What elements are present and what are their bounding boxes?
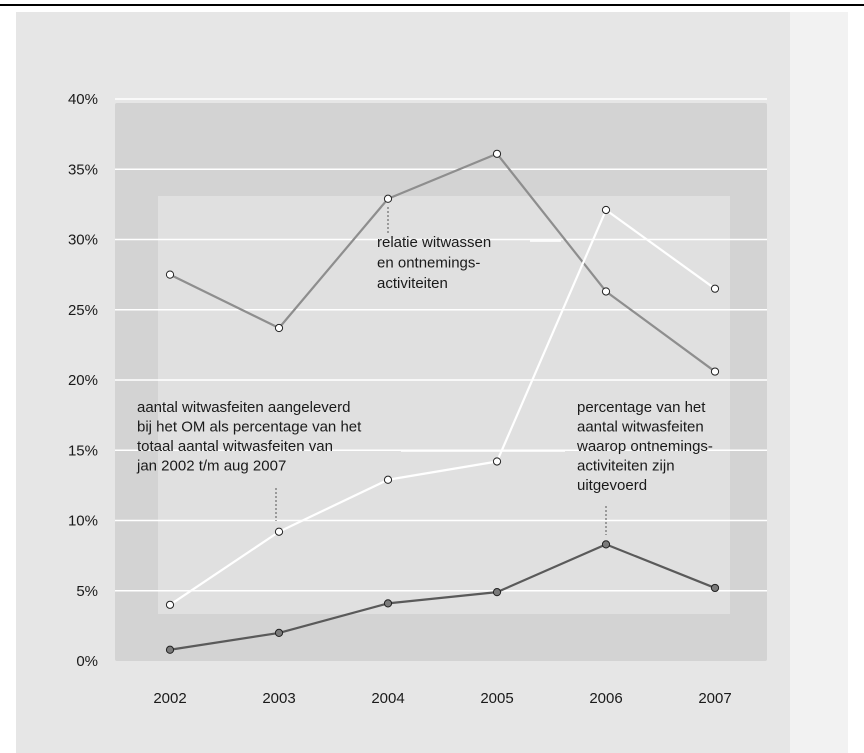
- top-rule: [0, 4, 864, 6]
- y-tick-label: 0%: [76, 653, 98, 670]
- data-point-aangeleverd_om: [492, 457, 502, 466]
- y-tick-label: 10%: [68, 513, 98, 530]
- x-tick-label: 2006: [589, 690, 622, 707]
- data-point-ontnemingsactiviteiten: [601, 540, 611, 549]
- data-point-aangeleverd_om: [165, 600, 175, 609]
- data-point-aangeleverd_om: [383, 475, 393, 484]
- annotation-label: en ontnemings-: [377, 255, 480, 272]
- annotation-label: jan 2002 t/m aug 2007: [136, 458, 286, 475]
- y-tick-label: 25%: [68, 302, 98, 319]
- y-tick-label: 15%: [68, 442, 98, 459]
- x-tick-label: 2002: [153, 690, 186, 707]
- annotation-label: activiteiten: [377, 275, 448, 292]
- annotation-label: aantal witwasfeiten aangeleverd: [137, 399, 350, 416]
- y-tick-label: 20%: [68, 372, 98, 389]
- annotation-label: totaal aantal witwasfeiten van: [137, 438, 333, 455]
- data-point-witwassen_ontneming: [165, 270, 175, 279]
- annotation-label: bij het OM als percentage van het: [137, 419, 362, 436]
- data-point-aangeleverd_om: [710, 284, 720, 293]
- data-point-aangeleverd_om: [601, 205, 611, 215]
- annotation-label: relatie witwassen: [377, 234, 491, 251]
- data-point-ontnemingsactiviteiten: [165, 645, 175, 654]
- annotation-label: waarop ontnemings-: [576, 438, 713, 455]
- data-point-witwassen_ontneming: [710, 367, 720, 376]
- x-tick-label: 2004: [371, 690, 404, 707]
- data-point-witwassen_ontneming: [383, 194, 393, 203]
- annotation-label: aantal witwasfeiten: [577, 419, 704, 436]
- data-point-ontnemingsactiviteiten: [492, 588, 502, 597]
- annotation-label: uitgevoerd: [577, 477, 647, 494]
- data-point-ontnemingsactiviteiten: [274, 628, 284, 638]
- data-point-witwassen_ontneming: [492, 149, 502, 158]
- data-point-witwassen_ontneming: [274, 323, 284, 333]
- x-tick-label: 2003: [262, 690, 295, 707]
- x-tick-label: 2007: [698, 690, 731, 707]
- data-point-ontnemingsactiviteiten: [710, 583, 720, 593]
- series-line-witwassen_ontneming: [169, 152, 716, 373]
- annotation-label: activiteiten zijn: [577, 458, 675, 475]
- series-line-aangeleverd_om: [169, 208, 716, 606]
- plot-inner-panel: [158, 196, 730, 614]
- y-tick-label: 30%: [68, 232, 98, 249]
- y-tick-label: 35%: [68, 161, 98, 178]
- annotation-label: percentage van het: [577, 399, 706, 416]
- data-point-witwassen_ontneming: [601, 287, 611, 296]
- data-point-ontnemingsactiviteiten: [383, 599, 393, 608]
- y-tick-label: 40%: [68, 91, 98, 108]
- data-point-aangeleverd_om: [274, 527, 284, 536]
- y-tick-label: 5%: [76, 583, 98, 600]
- background-strip: [790, 12, 848, 753]
- series-line-ontnemingsactiviteiten: [169, 543, 716, 651]
- x-tick-label: 2005: [480, 690, 513, 707]
